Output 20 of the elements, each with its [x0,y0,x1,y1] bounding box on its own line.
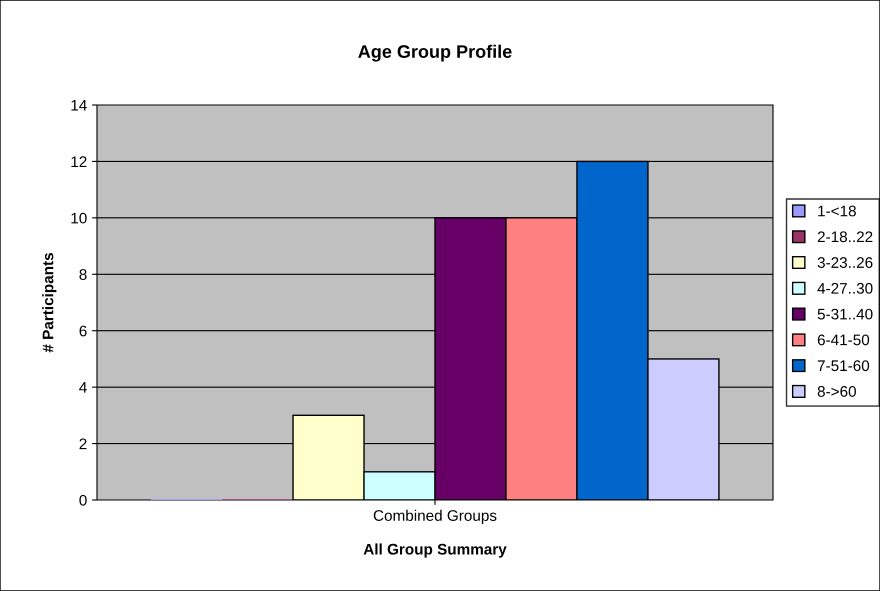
legend-label: 4-27..30 [817,282,873,294]
chart-title: Age Group Profile [358,44,512,62]
y-tick-label: 14 [71,100,87,111]
legend-label: 6-41-50 [818,334,870,346]
y-axis-title: # Participants [42,253,56,352]
y-tick-label: 4 [79,382,87,393]
legend-label: 5-31..40 [818,308,873,320]
legend-label: 1-<18 [818,206,856,216]
y-tick-label: 8 [79,269,87,280]
y-tick-label: 2 [80,438,87,450]
y-tick-label: 0 [79,494,87,506]
x-axis-title: All Group Summary [364,543,507,558]
y-tick-label: 10 [71,212,87,224]
y-tick-label: 12 [71,156,87,167]
legend-label: 3-23..26 [818,257,872,268]
legend-label: 8->60 [818,386,856,397]
legend-label: 7-51-60 [818,360,870,372]
y-tick-label: 6 [80,326,87,336]
x-tick-label: Combined Groups [374,510,496,524]
legend-label: 2-18..22 [818,231,872,242]
